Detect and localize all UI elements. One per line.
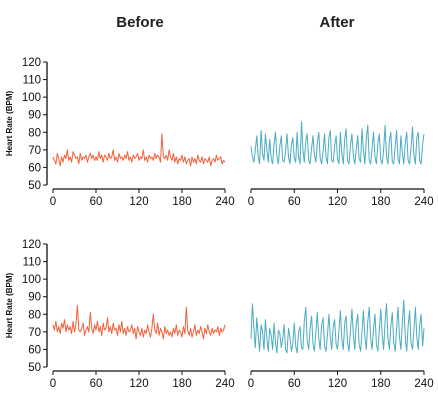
x-tick-label: 180 bbox=[172, 378, 191, 390]
x-tick-label: 120 bbox=[328, 196, 347, 208]
y-tick-label: 90 bbox=[28, 292, 41, 304]
before-heart-rate-line bbox=[52, 305, 226, 340]
x-tick-label: 180 bbox=[371, 196, 390, 208]
bottom-before-panel: 0 60 120 180 240 50 60 70 80 90 100 110 120 Heart Rat… bbox=[5, 239, 235, 390]
y-axis-label: Heart Rate (BPM) bbox=[5, 272, 14, 338]
y-tick-label: 70 bbox=[28, 145, 41, 157]
x-tick-label: 60 bbox=[288, 378, 301, 390]
x-tick-label: 240 bbox=[215, 196, 234, 208]
bottom-after-panel: 0 60 120 180 240 bbox=[248, 299, 434, 390]
y-tick-label: 50 bbox=[28, 362, 41, 374]
y-tick-label: 60 bbox=[28, 162, 41, 174]
x-tick-label: 240 bbox=[215, 378, 234, 390]
x-tick-label: 120 bbox=[328, 378, 347, 390]
before-heart-rate-line bbox=[52, 133, 226, 167]
y-axis-label: Heart Rate (BPM) bbox=[5, 90, 14, 156]
y-tick-label: 80 bbox=[28, 127, 41, 139]
before-column-title: Before bbox=[116, 14, 164, 31]
x-tick-label: 0 bbox=[50, 378, 56, 390]
y-tick-label: 60 bbox=[28, 344, 41, 356]
top-before-panel: 0 60 120 180 240 50 60 70 80 90 100 110 120 Heart Rat… bbox=[5, 57, 235, 208]
x-tick-label: 60 bbox=[90, 196, 103, 208]
y-tick-label: 90 bbox=[28, 110, 41, 122]
top-after-panel: 0 60 120 180 240 bbox=[248, 121, 434, 208]
y-tick-label: 120 bbox=[22, 239, 41, 251]
x-tick-label: 180 bbox=[172, 196, 191, 208]
y-tick-label: 80 bbox=[28, 309, 41, 321]
y-tick-label: 120 bbox=[22, 57, 41, 69]
x-tick-label: 60 bbox=[90, 378, 103, 390]
x-tick-label: 240 bbox=[414, 378, 433, 390]
x-tick-label: 0 bbox=[248, 378, 254, 390]
x-tick-label: 0 bbox=[50, 196, 56, 208]
y-tick-label: 70 bbox=[28, 327, 41, 339]
after-column-title: After bbox=[319, 14, 354, 31]
y-tick-label: 50 bbox=[28, 180, 41, 192]
after-heart-rate-line bbox=[250, 299, 425, 354]
y-tick-label: 110 bbox=[23, 75, 41, 87]
x-tick-label: 120 bbox=[129, 196, 148, 208]
x-tick-label: 60 bbox=[288, 196, 301, 208]
x-tick-label: 240 bbox=[414, 196, 433, 208]
x-tick-label: 120 bbox=[129, 378, 148, 390]
after-heart-rate-line bbox=[250, 121, 425, 165]
y-tick-label: 100 bbox=[22, 92, 41, 104]
y-tick-label: 100 bbox=[22, 274, 41, 286]
y-tick-label: 110 bbox=[23, 257, 41, 269]
x-tick-label: 180 bbox=[371, 378, 390, 390]
x-tick-label: 0 bbox=[248, 196, 254, 208]
